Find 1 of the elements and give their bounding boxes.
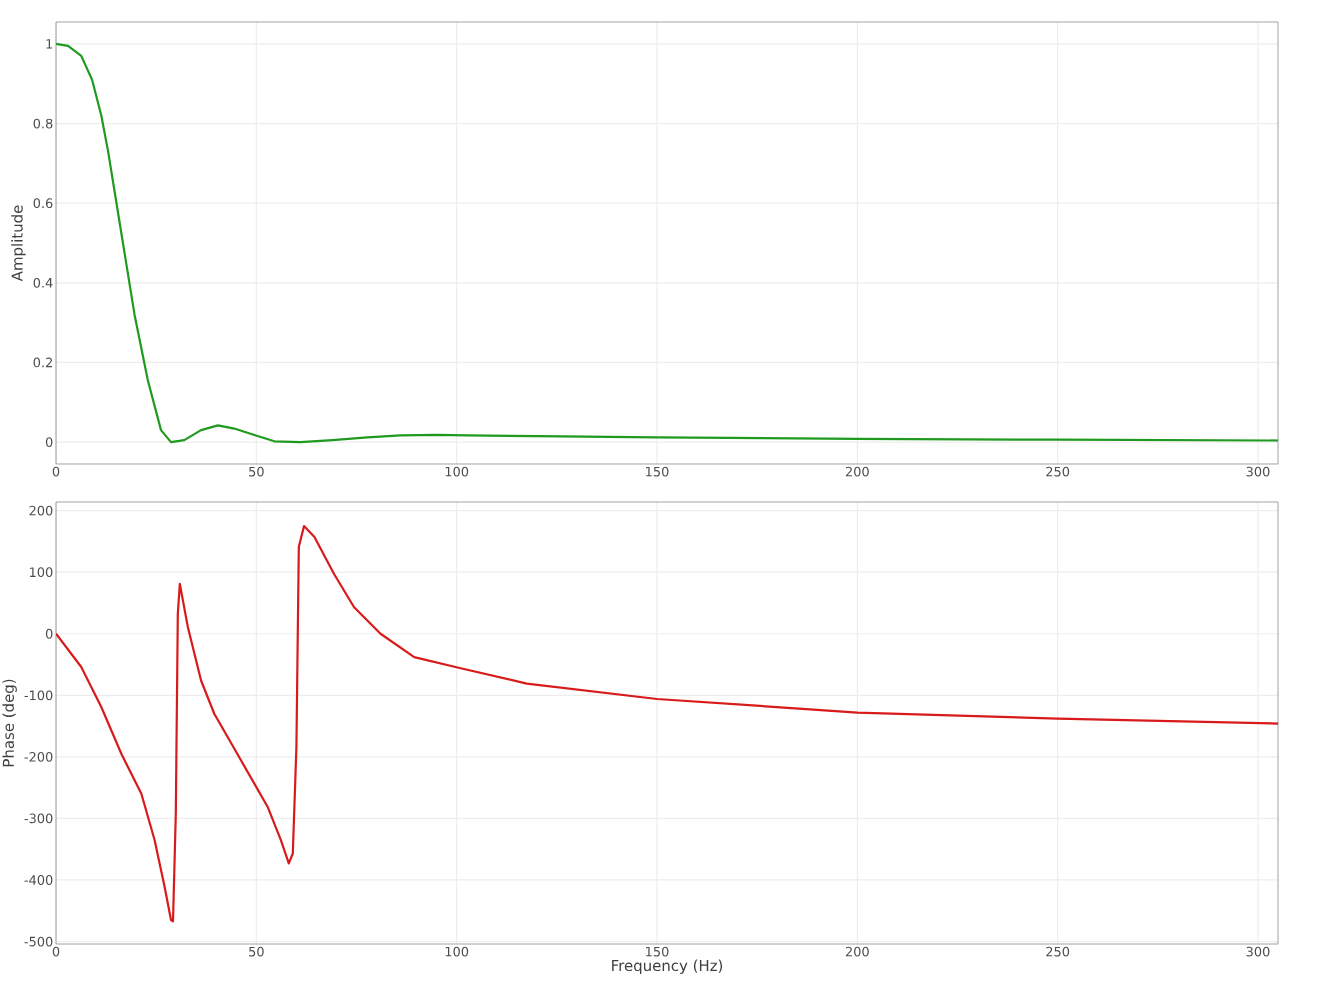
line-series bbox=[56, 524, 1279, 923]
